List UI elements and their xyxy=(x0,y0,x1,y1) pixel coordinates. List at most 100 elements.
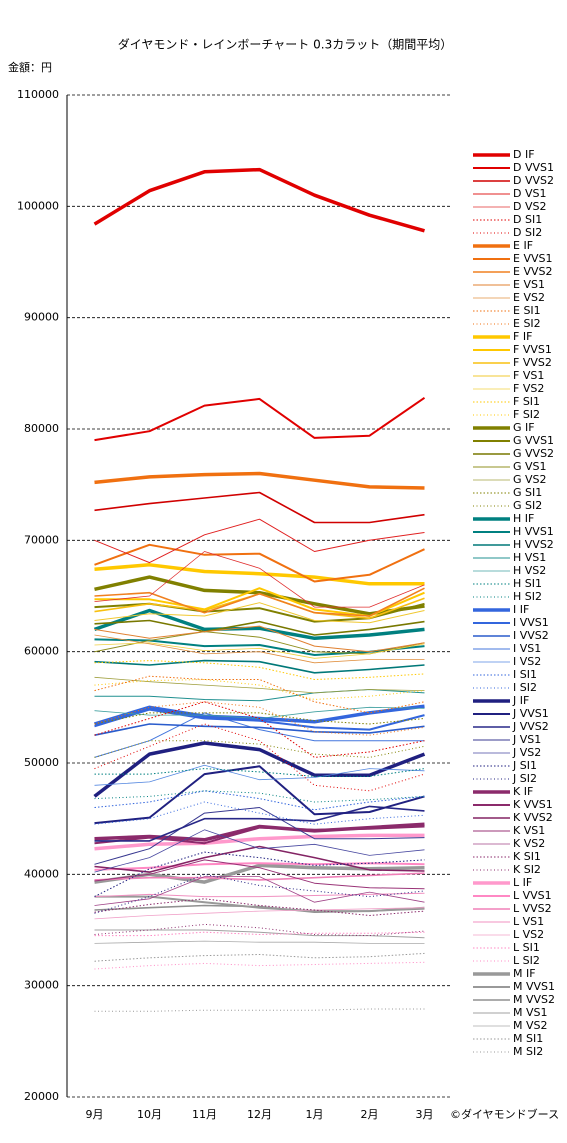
legend-label: G VS1 xyxy=(513,460,547,473)
legend-label: L IF xyxy=(513,876,532,889)
legend-label: I VS1 xyxy=(513,642,541,655)
legend-label: G VVS1 xyxy=(513,434,554,447)
legend-label: J VVS1 xyxy=(512,707,549,720)
series-line xyxy=(94,1008,425,1012)
series-line xyxy=(94,543,425,583)
legend-label: F IF xyxy=(513,330,532,343)
series-line xyxy=(94,619,425,636)
legend-label: E IF xyxy=(513,239,533,252)
legend-label: F VS1 xyxy=(513,369,544,382)
y-tick-label: 20000 xyxy=(24,1090,59,1103)
series-line xyxy=(94,491,425,524)
legend-label: I VS2 xyxy=(513,655,541,668)
legend-label: L VVS1 xyxy=(513,889,552,902)
legend-label: E VS2 xyxy=(513,291,545,304)
legend-label: J IF xyxy=(512,694,529,707)
legend-label: H VVS2 xyxy=(513,538,554,551)
legend-label: G VS2 xyxy=(513,473,547,486)
legend-label: G VVS2 xyxy=(513,447,554,460)
x-tick-label: 3月 xyxy=(416,1108,434,1121)
series-line xyxy=(94,712,425,725)
y-tick-label: 80000 xyxy=(24,422,59,435)
series-line xyxy=(94,712,425,758)
y-tick-label: 30000 xyxy=(24,979,59,992)
legend-label: J VS1 xyxy=(512,733,541,746)
legend-label: K SI1 xyxy=(513,850,541,863)
legend-label: F VS2 xyxy=(513,382,544,395)
series-line xyxy=(94,660,425,680)
series-line xyxy=(94,708,425,731)
series-line xyxy=(94,701,425,758)
series-line xyxy=(94,518,425,564)
series-line xyxy=(94,563,425,586)
series-line xyxy=(94,829,425,873)
series-line xyxy=(94,676,425,694)
series-line xyxy=(94,929,425,939)
legend-label: M SI1 xyxy=(513,1032,543,1045)
series-line xyxy=(94,876,425,906)
legend-label: F VVS1 xyxy=(513,343,552,356)
series-line xyxy=(94,961,425,970)
legend-label: I SI2 xyxy=(513,681,537,694)
legend-label: D VS1 xyxy=(513,187,546,200)
series-line xyxy=(94,859,425,890)
legend-label: M SI2 xyxy=(513,1045,543,1058)
legend-label: E SI1 xyxy=(513,304,541,317)
series-line xyxy=(94,765,425,825)
series-line xyxy=(94,587,425,617)
x-tick-label: 1月 xyxy=(306,1108,324,1121)
x-tick-label: 12月 xyxy=(247,1108,272,1121)
series-line xyxy=(94,471,425,490)
series-line xyxy=(94,898,425,916)
y-tick-label: 40000 xyxy=(24,867,59,880)
legend-label: H VS1 xyxy=(513,551,546,564)
legend-label: G SI1 xyxy=(513,486,542,499)
legend-label: M IF xyxy=(513,967,536,980)
legend-label: D SI2 xyxy=(513,226,542,239)
y-tick-label: 100000 xyxy=(17,199,59,212)
series-line xyxy=(94,822,425,842)
legend-label: K VVS2 xyxy=(513,811,553,824)
series-line xyxy=(94,851,425,898)
legend-label: K SI2 xyxy=(513,863,541,876)
legend-label: M VVS2 xyxy=(513,993,555,1006)
legend-label: I IF xyxy=(513,603,529,616)
legend-label: M VVS1 xyxy=(513,980,555,993)
legend-label: F VVS2 xyxy=(513,356,552,369)
y-tick-label: 90000 xyxy=(24,311,59,324)
legend-label: F SI1 xyxy=(513,395,540,408)
legend-label: J SI2 xyxy=(512,772,537,785)
x-tick-label: 11月 xyxy=(192,1108,217,1121)
series-line xyxy=(94,768,425,777)
series-line xyxy=(94,602,425,624)
legend-label: L SI1 xyxy=(513,941,540,954)
series-line xyxy=(94,679,425,700)
legend-label: D VVS2 xyxy=(513,174,554,187)
y-tick-label: 70000 xyxy=(24,533,59,546)
legend-label: H SI2 xyxy=(513,590,542,603)
legend-label: G IF xyxy=(513,421,535,434)
series-line xyxy=(94,923,425,937)
series-line xyxy=(94,701,425,736)
legend-label: I VVS1 xyxy=(513,616,549,629)
legend-label: I SI1 xyxy=(513,668,537,681)
legend-label: G SI2 xyxy=(513,499,542,512)
series-line xyxy=(94,872,425,881)
legend-label: L VS1 xyxy=(513,915,544,928)
series-line xyxy=(94,764,425,786)
series-line xyxy=(93,741,426,798)
series-line xyxy=(94,790,425,803)
series-line xyxy=(94,642,425,659)
legend-label: M VS1 xyxy=(513,1006,548,1019)
series-line xyxy=(94,931,425,937)
series-line xyxy=(94,801,425,825)
legend-label: H VVS1 xyxy=(513,525,554,538)
legend-label: L SI2 xyxy=(513,954,540,967)
legend-label: D VS2 xyxy=(513,200,546,213)
series-line xyxy=(93,167,425,233)
chart-title: ダイヤモンド・レインボーチャート 0.3カラット（期間平均） xyxy=(118,37,452,52)
series-line xyxy=(94,845,425,873)
series-line xyxy=(94,689,425,702)
series-line xyxy=(94,659,425,674)
